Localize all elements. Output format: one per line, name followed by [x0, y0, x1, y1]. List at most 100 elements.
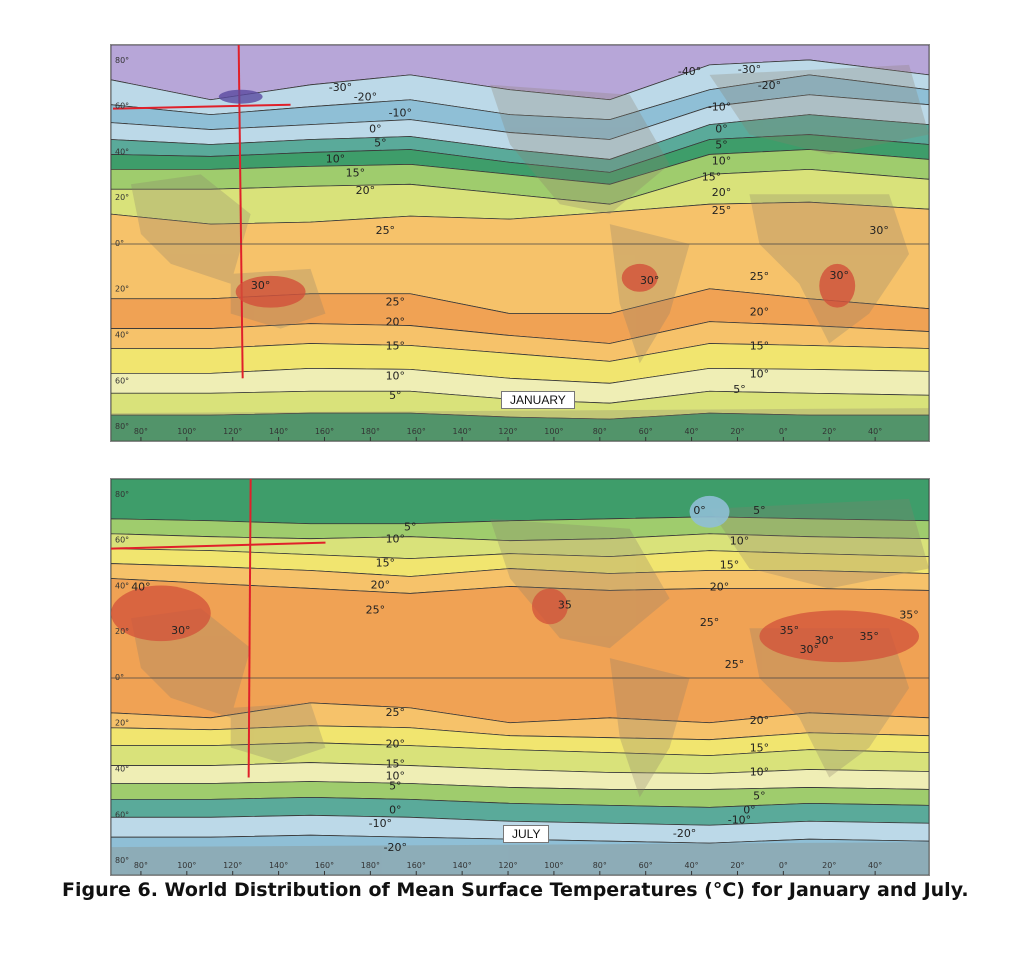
isotherm-label: 15°	[720, 559, 739, 572]
latitude-label: 60°	[115, 810, 129, 819]
africa-landmass	[749, 628, 910, 778]
isotherm-label: 20°	[356, 184, 375, 197]
hot-core-asia	[111, 585, 211, 642]
vertical-annotation-line	[247, 479, 252, 778]
isotherm-label: 10°	[712, 154, 731, 167]
isotherm-label: -10°	[389, 107, 412, 120]
longitude-label: 20°	[822, 427, 836, 436]
latitude-label: 80°	[115, 422, 129, 431]
hot-core-north-america	[531, 588, 568, 625]
longitude-label: 0°	[779, 427, 788, 436]
longitude-label: 120°	[498, 427, 517, 436]
january-isotherm-band	[111, 412, 929, 441]
isotherm-label: 25°	[725, 658, 744, 671]
isotherm-label: 15°	[750, 339, 769, 352]
isotherm-label: 20°	[750, 306, 769, 319]
isotherm-label: 15°	[702, 170, 721, 183]
antarctica-landmass	[111, 408, 929, 441]
longitude-label: 100°	[177, 861, 196, 870]
longitude-label: 140°	[453, 861, 472, 870]
longitude-label: 40°	[868, 861, 882, 870]
latitude-label: 20°	[115, 285, 129, 294]
isotherm-label: 15°	[386, 758, 405, 771]
isotherm-label: 15°	[750, 742, 769, 755]
isotherm-label: 35	[558, 598, 572, 611]
latitude-label: 60°	[115, 536, 129, 545]
isotherm-label: -40°	[678, 65, 701, 78]
longitude-label: 140°	[453, 427, 472, 436]
figure-caption: Figure 6. World Distribution of Mean Sur…	[62, 879, 969, 901]
isotherm-label: 0°	[693, 504, 705, 517]
isotherm-label: 30°	[815, 634, 834, 647]
hot-core-africa	[819, 263, 856, 308]
longitude-label: 20°	[730, 427, 744, 436]
latitude-label: 20°	[115, 627, 129, 636]
latitude-label: 40°	[115, 331, 129, 340]
longitude-label: 40°	[685, 861, 699, 870]
isotherm-label: -30°	[738, 63, 761, 76]
longitude-label: 160°	[407, 861, 426, 870]
january-label: JANUARY	[501, 391, 575, 409]
longitude-label: 160°	[407, 427, 426, 436]
eurasia-landmass	[709, 498, 929, 589]
latitude-label: 40°	[115, 581, 129, 590]
latitude-label: 20°	[115, 193, 129, 202]
south-america-landmass	[609, 224, 690, 364]
isotherm-label: 30°	[171, 624, 190, 637]
isotherm-label: -20°	[384, 841, 407, 854]
isotherm-label: -20°	[758, 79, 781, 92]
australia-landmass	[230, 702, 326, 763]
isotherm-label: 40°	[131, 580, 150, 593]
isotherm-label: -20°	[354, 91, 377, 104]
isotherm-label: -10°	[369, 817, 392, 830]
latitude-label: 80°	[115, 56, 129, 65]
isotherm-label: 5°	[753, 504, 765, 517]
longitude-label: 60°	[639, 427, 653, 436]
cold-core-greenland	[689, 495, 730, 528]
hot-core-australia	[235, 275, 306, 308]
isotherm-label: 20°	[386, 738, 405, 751]
longitude-label: 40°	[685, 427, 699, 436]
latitude-label: 40°	[115, 147, 129, 156]
latitude-label: 80°	[115, 856, 129, 865]
isotherm-label: 10°	[750, 367, 769, 380]
longitude-label: 180°	[361, 427, 380, 436]
isotherm-label: 20°	[712, 186, 731, 199]
isotherm-label: 10°	[386, 533, 405, 546]
isotherm-label: -10°	[708, 101, 731, 114]
isotherm-label: 15°	[346, 166, 365, 179]
isotherm-label: 30°	[869, 224, 888, 237]
isotherm-label: 35°	[859, 630, 878, 643]
isotherm-label: 25°	[366, 603, 385, 616]
antarctica-landmass	[111, 842, 929, 875]
isotherm-label: 25°	[700, 616, 719, 629]
north-america-landmass	[490, 518, 670, 649]
latitude-label: 60°	[115, 102, 129, 111]
isotherm-label: 0°	[715, 123, 727, 136]
isotherm-label: 20°	[710, 580, 729, 593]
longitude-label: 40°	[868, 427, 882, 436]
horizontal-annotation-line	[111, 541, 326, 550]
longitude-label: 100°	[544, 427, 563, 436]
isotherm-label: 25°	[386, 296, 405, 309]
isotherm-label: 0°	[743, 803, 755, 816]
isotherm-label: 25°	[386, 706, 405, 719]
isotherm-label: 10°	[750, 766, 769, 779]
isotherm-label: 5°	[374, 137, 386, 150]
isotherm-label: 10°	[386, 769, 405, 782]
july-map: 80° 100° 120° 140° 160° 180° 160° 140° 120° 100° 8…	[110, 478, 930, 876]
longitude-label: 160°	[315, 861, 334, 870]
isotherm-label: -10°	[728, 813, 751, 826]
longitude-label: 100°	[177, 427, 196, 436]
isotherm-label: 20°	[386, 316, 405, 329]
july-label: JULY	[503, 825, 550, 843]
longitude-label: 160°	[315, 427, 334, 436]
january-landmasses	[111, 64, 929, 441]
isotherm-label: 15°	[376, 557, 395, 570]
longitude-label: 100°	[544, 861, 563, 870]
horizontal-annotation-line	[112, 103, 291, 110]
isotherm-label: -30°	[329, 81, 352, 94]
isotherm-label: 30°	[830, 269, 849, 282]
isotherm-label: 5°	[715, 138, 727, 151]
january-map: 80° 100° 120° 140° 160° 180° 160° 140° 120° 100° 8…	[110, 44, 930, 442]
